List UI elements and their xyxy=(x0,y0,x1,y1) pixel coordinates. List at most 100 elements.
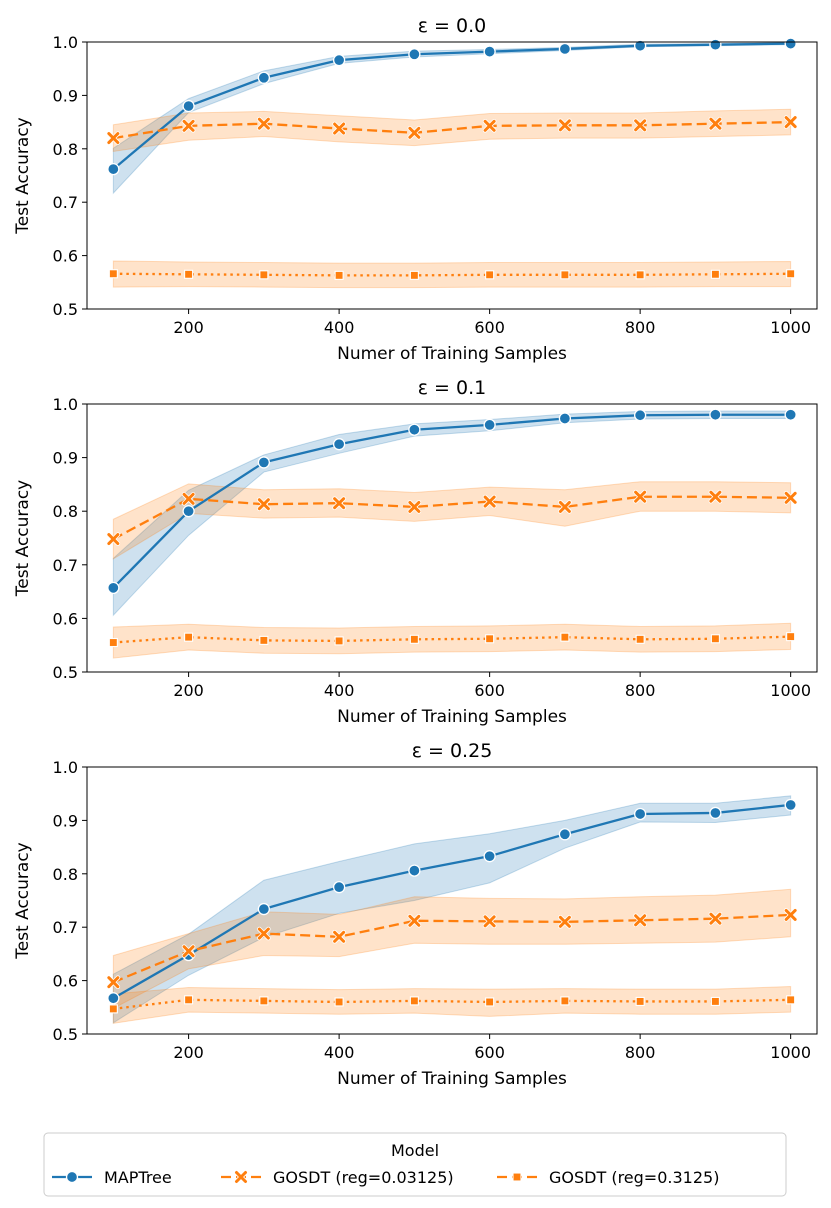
x-tick-label: 400 xyxy=(324,1043,355,1062)
series-markers-1 xyxy=(107,798,797,1005)
data-point xyxy=(332,881,346,894)
chart-title: ε = 0.25 xyxy=(412,740,493,762)
series-markers-2 xyxy=(106,489,798,546)
data-point xyxy=(784,37,797,50)
y-tick-label: 0.8 xyxy=(53,140,78,159)
series-markers-1 xyxy=(107,408,797,594)
data-point xyxy=(181,492,196,506)
data-point xyxy=(184,995,194,1005)
confidence-band-3 xyxy=(112,622,792,659)
data-point xyxy=(108,269,118,279)
chart-panel-1: ε = 0.0 0.5 0.6 0.7 0.8 0.9 1.0 200 400 600 800 100… xyxy=(13,15,818,364)
series-markers-1 xyxy=(107,37,797,176)
data-point xyxy=(483,45,496,58)
series-line-2 xyxy=(112,495,791,541)
series-line-2 xyxy=(112,913,791,984)
legend-item-1: MAPTree xyxy=(52,1168,172,1187)
data-point xyxy=(560,270,570,280)
series-line-2 xyxy=(113,120,791,140)
confidence-band-1 xyxy=(112,795,792,1024)
y-tick-label: 0.8 xyxy=(53,865,78,884)
data-point xyxy=(106,131,121,145)
data-point xyxy=(635,996,645,1006)
data-point xyxy=(334,636,344,646)
x-tick-label: 1000 xyxy=(770,681,811,700)
x-tick-label: 800 xyxy=(625,681,656,700)
data-point xyxy=(786,269,796,279)
legend-marker xyxy=(65,1170,79,1184)
data-point xyxy=(633,489,647,504)
series-markers-3 xyxy=(108,632,796,648)
y-axis-label: Test Accuracy xyxy=(13,480,33,598)
data-point xyxy=(257,926,271,941)
x-tick-label: 600 xyxy=(474,318,505,337)
data-point xyxy=(558,828,572,841)
data-point xyxy=(108,1004,118,1014)
data-point xyxy=(783,908,798,922)
data-point xyxy=(409,996,419,1006)
data-point xyxy=(635,634,645,644)
data-point xyxy=(558,42,572,56)
data-point xyxy=(408,864,421,877)
data-point xyxy=(786,632,796,642)
data-point xyxy=(709,408,722,421)
data-point xyxy=(332,54,346,67)
data-point xyxy=(257,116,271,131)
data-point xyxy=(257,902,271,916)
x-axis-label: Numer of Training Samples xyxy=(337,344,567,364)
y-tick-label: 0.9 xyxy=(53,811,78,830)
chart-title: ε = 0.1 xyxy=(418,377,487,399)
data-point xyxy=(184,269,194,279)
confidence-band-2 xyxy=(112,108,792,153)
legend-item-3: GOSDT (reg=0.3125) xyxy=(497,1168,719,1187)
y-tick-label: 0.6 xyxy=(53,609,78,628)
data-point xyxy=(409,270,419,280)
series-line-1 xyxy=(112,42,791,170)
y-tick-label: 0.9 xyxy=(53,86,78,105)
legend-item-2: GOSDT (reg=0.03125) xyxy=(221,1168,454,1187)
data-point xyxy=(710,269,720,279)
data-point xyxy=(558,915,572,929)
data-point xyxy=(786,995,796,1005)
data-point xyxy=(483,418,496,432)
x-tick-label: 200 xyxy=(173,318,204,337)
y-tick-label: 0.6 xyxy=(53,247,78,266)
data-point xyxy=(407,125,422,140)
data-point xyxy=(334,270,344,280)
axes-frame xyxy=(86,41,818,310)
data-point xyxy=(482,119,497,133)
x-tick-label: 800 xyxy=(625,318,656,337)
legend-label: MAPTree xyxy=(104,1168,172,1187)
chart-panel-3: ε = 0.25 0.5 0.6 0.7 0.8 0.9 1.0 200 400 600 800 10… xyxy=(13,740,818,1089)
x-tick-label: 200 xyxy=(173,1043,204,1062)
data-point xyxy=(708,489,723,504)
data-point xyxy=(485,634,495,644)
data-point xyxy=(408,48,421,61)
legend-marker xyxy=(234,1170,248,1184)
series-line-3 xyxy=(113,998,791,1011)
y-tick-label: 0.6 xyxy=(53,972,78,991)
data-point xyxy=(259,996,269,1006)
x-tick-label: 600 xyxy=(474,681,505,700)
confidence-band-2 xyxy=(112,481,792,560)
y-tick-label: 1.0 xyxy=(53,758,78,777)
y-axis-label: Test Accuracy xyxy=(13,117,33,235)
y-tick-label: 0.8 xyxy=(53,502,78,521)
data-point xyxy=(107,992,120,1005)
series-line-1 xyxy=(112,803,791,1000)
y-tick-label: 0.7 xyxy=(53,918,78,937)
chart-title: ε = 0.0 xyxy=(418,15,487,37)
data-point xyxy=(482,494,497,509)
x-tick-label: 600 xyxy=(474,1043,505,1062)
data-point xyxy=(107,581,120,594)
data-point xyxy=(560,996,570,1006)
data-point xyxy=(708,911,723,926)
data-point xyxy=(784,798,797,812)
confidence-band-2 xyxy=(112,888,792,1010)
series-markers-2 xyxy=(106,115,798,145)
data-point xyxy=(783,115,798,129)
series-markers-3 xyxy=(108,995,796,1014)
data-point xyxy=(259,635,269,645)
data-point xyxy=(709,38,722,51)
data-point xyxy=(332,438,346,451)
